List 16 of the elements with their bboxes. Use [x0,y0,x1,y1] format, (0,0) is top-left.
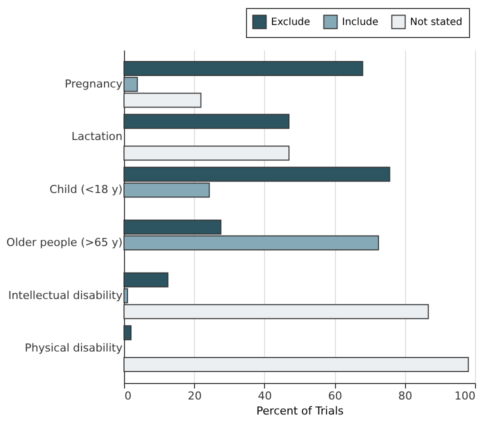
x-tick-label: 80 [398,390,412,402]
legend-label: Include [342,16,378,28]
x-tick-label: 100 [454,390,476,402]
x-tick-label: 20 [188,390,202,402]
y-tick-label: Older people (>65 y) [6,236,122,249]
y-tick-label: Child (<18 y) [49,183,122,196]
y-tick-label: Lactation [71,130,123,144]
y-tick-label: Physical disability [24,342,123,355]
legend-label: Exclude [271,16,310,28]
x-tick-label: 60 [328,390,342,402]
x-axis-title: Percent of Trials [256,404,344,418]
x-tick-label: 40 [258,390,272,402]
x-tick-label: 0 [124,390,132,402]
y-tick-label: Pregnancy [64,77,123,90]
y-tick-label: Intellectual disability [8,288,123,302]
legend-label: Not stated [410,16,462,28]
